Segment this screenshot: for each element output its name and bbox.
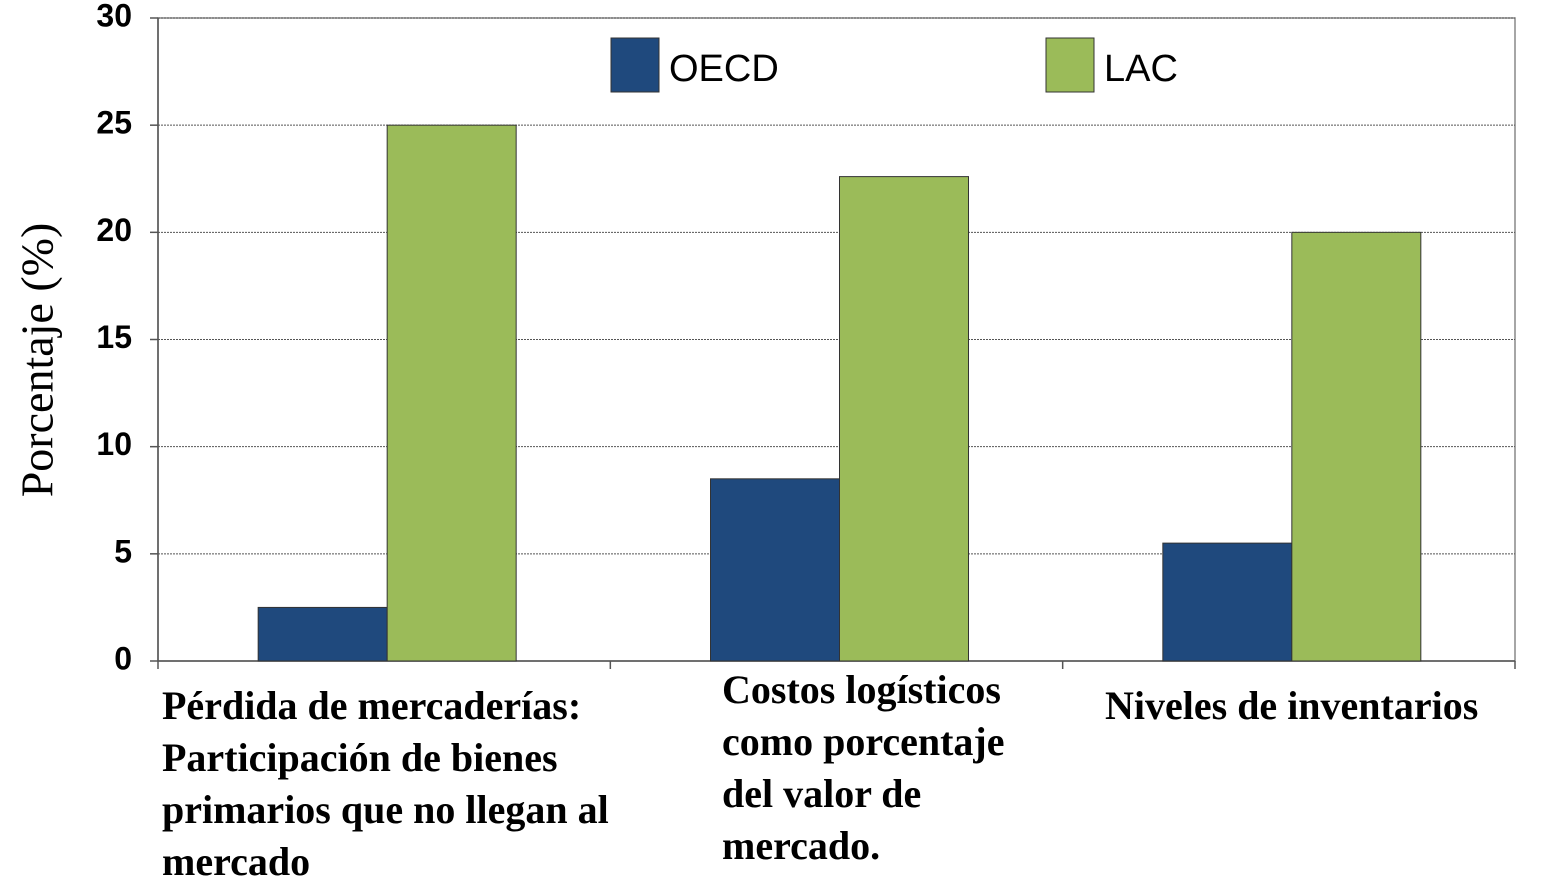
legend-label: LAC [1104,48,1178,90]
bar [710,478,840,662]
legend-label: OECD [669,48,779,90]
y-tick-label: 5 [114,533,132,569]
y-tick-label: 25 [96,105,132,141]
y-tick-label: 15 [96,319,132,355]
y-tick-label: 20 [96,212,132,248]
bar [257,606,388,662]
x-tick-label: Costos logísticos como porcentaje del va… [722,667,1005,868]
bar [1162,542,1293,662]
y-tick-label: 0 [114,640,132,676]
x-tick-label: Niveles de inventarios [1105,683,1479,728]
x-tick-label: Pérdida de mercaderías: Participación de… [162,683,609,876]
y-tick-label: 10 [96,426,132,462]
y-tick-label: 30 [96,0,132,33]
y-axis-title: Porcentaje (%) [12,223,63,498]
bar [839,176,969,662]
legend-swatch [610,37,660,93]
legend-swatch [1045,37,1095,93]
bar [1291,231,1422,662]
bar [386,124,517,662]
